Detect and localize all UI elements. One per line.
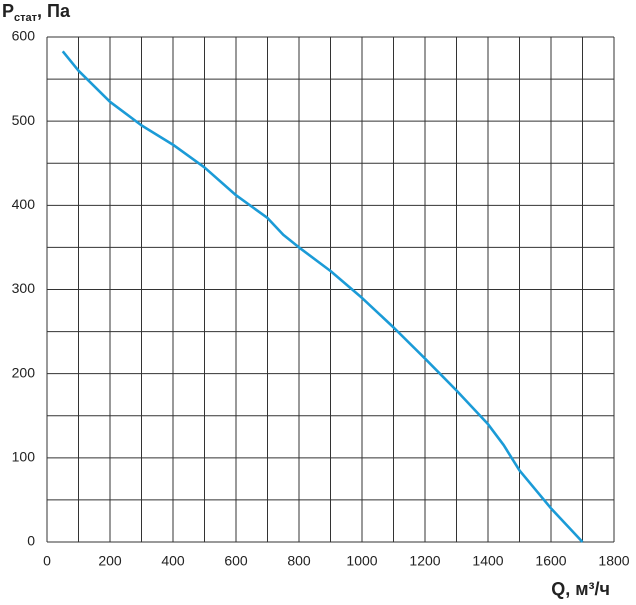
y-tick-label: 500 [12,112,36,128]
x-tick-label: 800 [287,553,311,569]
x-tick-label: 1000 [346,553,377,569]
y-tick-label: 100 [12,449,36,465]
x-tick-label: 1400 [472,553,503,569]
y-label-symbol: P [2,1,14,21]
curve [61,50,584,543]
x-tick-label: 200 [98,553,122,569]
y-tick-label: 300 [12,280,36,296]
x-axis-label: Q, м³/ч [551,579,610,599]
x-tick-label: 600 [224,553,248,569]
y-axis-label: Pстат, Па [2,1,71,24]
x-tick-label: 1600 [535,553,566,569]
x-tick-label: 1200 [409,553,440,569]
y-tick-label: 400 [12,196,36,212]
y-tick-label: 600 [12,28,36,44]
x-tick-label: 1800 [598,553,629,569]
y-tick-label: 200 [12,364,36,380]
y-label-unit: , Па [37,1,71,21]
x-tick-label: 0 [43,553,51,569]
y-tick-label: 0 [27,533,35,549]
x-tick-label: 400 [161,553,185,569]
y-label-subscript: стат [14,12,38,24]
